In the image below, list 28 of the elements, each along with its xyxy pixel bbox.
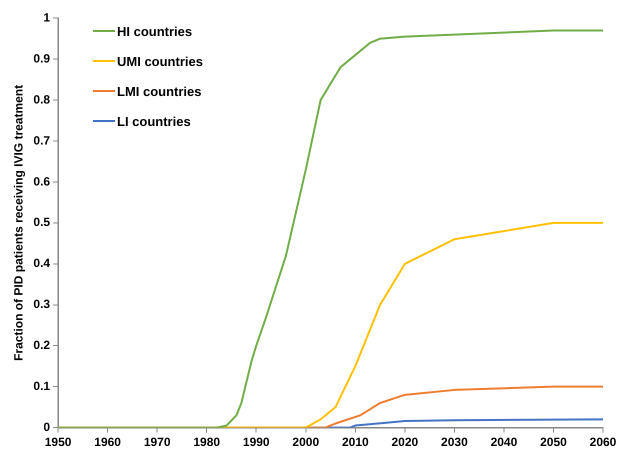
- x-tick-label: 1990: [242, 435, 270, 450]
- y-tick-label: 0.7: [33, 133, 50, 148]
- y-tick-label: 1: [43, 10, 50, 25]
- x-tick-label: 2010: [342, 435, 369, 450]
- x-tick-label: 2020: [391, 435, 419, 450]
- legend-label: LI countries: [117, 114, 191, 128]
- y-tick-label: 0: [43, 420, 50, 434]
- x-tick-label: 1980: [193, 435, 220, 450]
- y-tick-label: 0.9: [33, 51, 50, 66]
- y-tick-label: 0.6: [33, 174, 50, 188]
- y-axis-title: Fraction of PID patients receiving IVIG treatment: [12, 84, 26, 361]
- legend-label: HI countries: [117, 24, 192, 38]
- y-tick-label: 0.3: [33, 297, 50, 312]
- x-tick-label: 2040: [490, 435, 518, 450]
- x-tick-label: 1950: [44, 435, 72, 450]
- legend-label: UMI countries: [117, 54, 203, 68]
- x-tick-label: 1960: [94, 435, 122, 450]
- y-tick-label: 0.4: [33, 256, 50, 270]
- y-tick-label: 0.8: [33, 92, 50, 106]
- x-tick-label: 2050: [540, 435, 568, 450]
- x-tick-label: 1970: [144, 435, 171, 450]
- x-tick-label: 2030: [441, 435, 468, 450]
- x-tick-label: 2060: [590, 435, 617, 450]
- y-tick-label: 0.2: [33, 338, 50, 352]
- x-tick-label: 2000: [292, 435, 320, 450]
- y-tick-label: 0.1: [33, 378, 50, 393]
- legend-label: LMI countries: [117, 84, 202, 98]
- y-tick-label: 0.5: [33, 215, 50, 230]
